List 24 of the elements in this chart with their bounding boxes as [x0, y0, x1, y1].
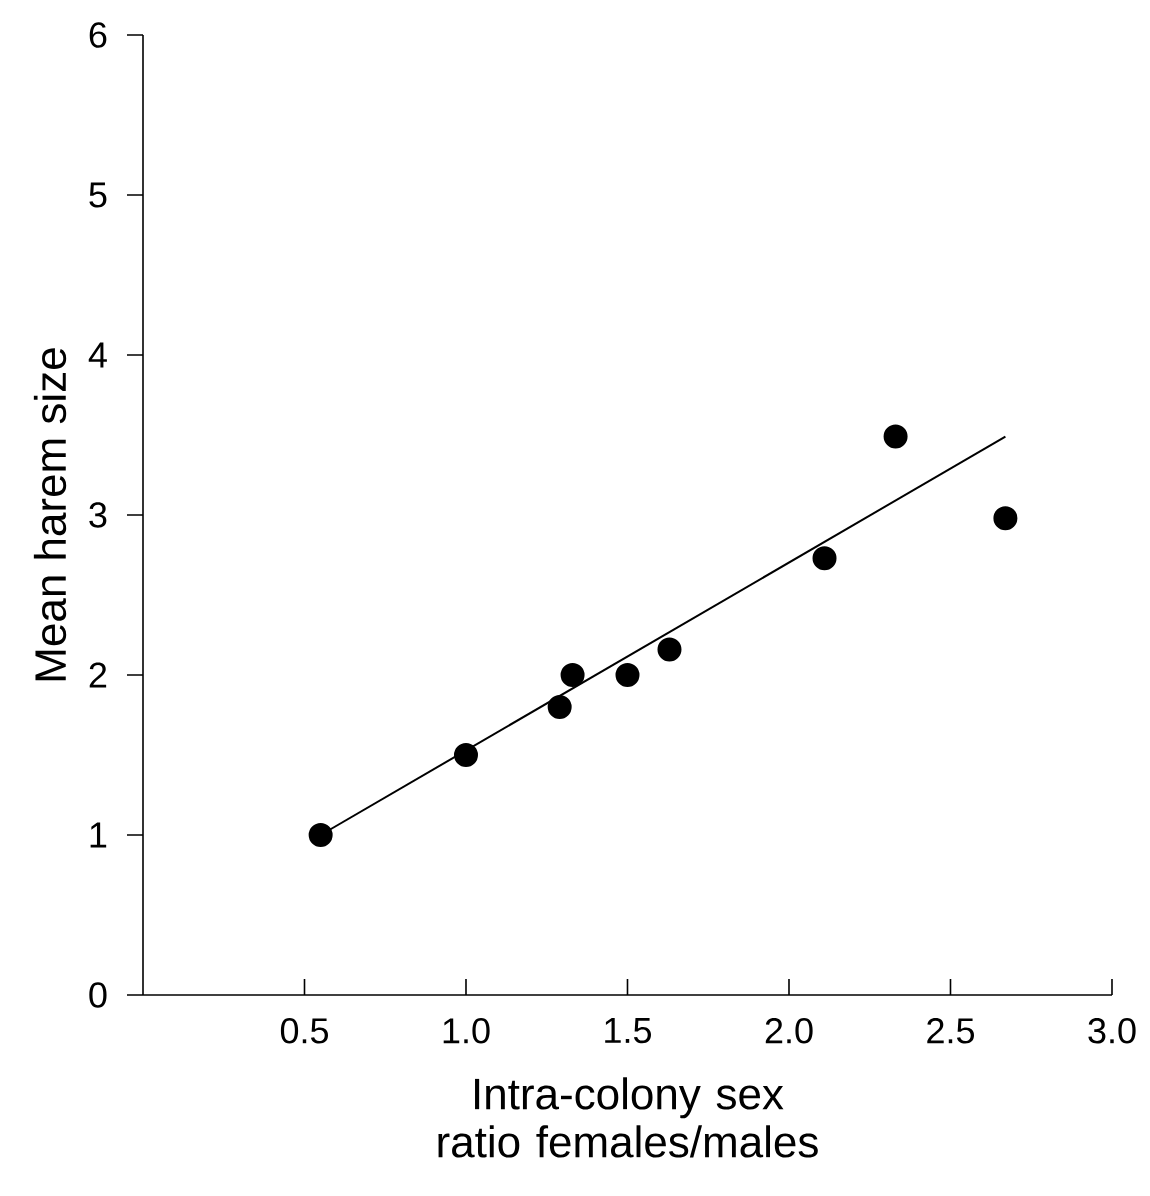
- x-axis-title: Intra-colony sex ratio females/males: [438, 1077, 818, 1158]
- x-tick-label: 3.0: [1088, 1018, 1136, 1044]
- point: [812, 546, 837, 571]
- point: [657, 637, 682, 662]
- x-tick-label: 1.5: [605, 1018, 651, 1044]
- x-tick-label: 0.5: [280, 1018, 329, 1044]
- point: [454, 743, 478, 767]
- point: [993, 506, 1018, 531]
- x-tick-label: 2.5: [927, 1018, 974, 1044]
- point: [615, 663, 640, 687]
- point: [547, 695, 572, 720]
- point: [560, 663, 585, 687]
- y-tick-label: 1: [90, 822, 107, 848]
- y-tick-label: 4: [88, 342, 107, 368]
- x-tick-label: 2.0: [765, 1018, 813, 1044]
- y-tick-label: 6: [89, 22, 107, 48]
- y-tick-label: 3: [89, 502, 107, 528]
- point: [308, 823, 333, 847]
- y-tick-label: 2: [89, 662, 107, 688]
- y-tick-label: 0: [89, 982, 107, 1008]
- x-tick-label: 1.0: [443, 1018, 490, 1044]
- y-tick-label: 5: [89, 182, 107, 208]
- point: [883, 424, 908, 449]
- y-axis-title: Mean harem size: [33, 348, 67, 681]
